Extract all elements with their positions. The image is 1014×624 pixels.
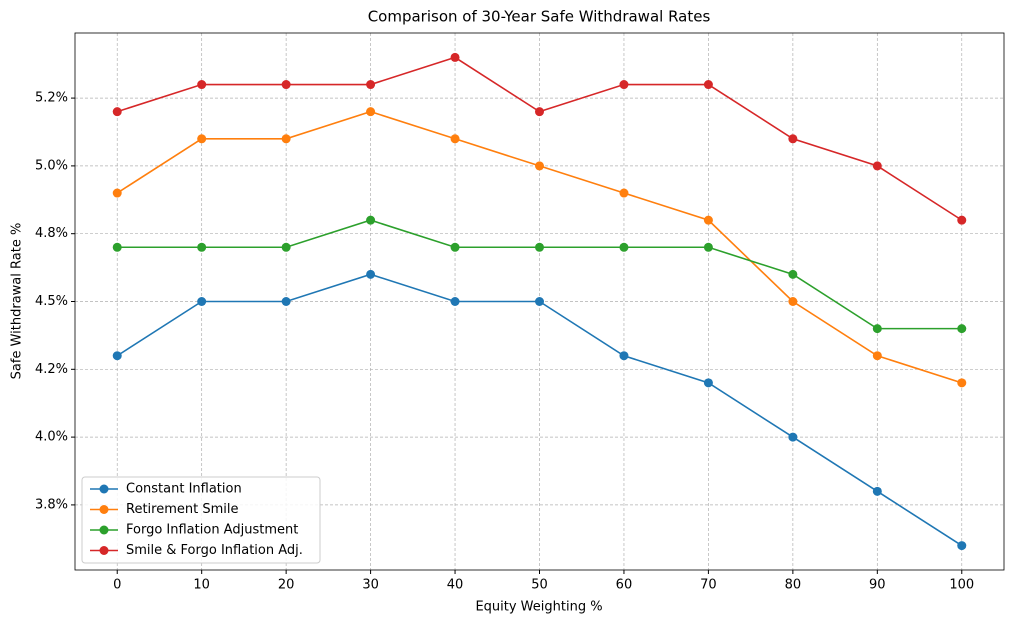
data-point [197, 134, 207, 144]
data-point [112, 188, 122, 198]
x-tick-label: 20 [278, 578, 295, 593]
data-point [281, 297, 291, 306]
data-point [450, 134, 460, 144]
y-tick-label: 4.2% [35, 362, 68, 377]
data-point [872, 351, 882, 361]
data-point [619, 242, 629, 252]
y-axis-label: Safe Withdrawal Rate % [10, 223, 25, 380]
data-point [281, 134, 291, 144]
data-point [450, 52, 460, 62]
x-tick-label: 10 [193, 578, 210, 593]
data-point [112, 107, 122, 117]
data-point [788, 432, 798, 442]
data-point [957, 215, 967, 225]
x-tick-label: 40 [447, 578, 464, 593]
data-point [366, 215, 376, 225]
x-tick-label: 0 [113, 578, 121, 593]
data-point [366, 107, 376, 117]
data-point [535, 161, 544, 171]
data-point [450, 242, 460, 252]
y-tick-label: 4.8% [35, 226, 68, 241]
legend-label: Smile & Forgo Inflation Adj. [126, 543, 303, 558]
data-point [703, 378, 713, 388]
data-point [112, 242, 122, 252]
data-point [535, 242, 544, 252]
data-point [788, 297, 798, 306]
data-point [197, 297, 207, 306]
data-point [197, 242, 207, 252]
legend-marker [99, 484, 109, 494]
data-point [197, 80, 207, 90]
x-tick-label: 100 [949, 578, 974, 593]
x-tick-label: 50 [531, 578, 548, 593]
data-point [535, 297, 544, 306]
x-axis-label: Equity Weighting % [475, 600, 602, 615]
data-point [535, 107, 544, 117]
legend-marker [99, 505, 109, 514]
data-point [619, 188, 629, 198]
data-point [366, 80, 376, 90]
data-point [872, 324, 882, 334]
legend-label: Constant Inflation [126, 482, 242, 497]
data-point [619, 80, 629, 90]
x-tick-label: 60 [616, 578, 633, 593]
legend-marker [99, 546, 109, 555]
y-tick-label: 5.0% [35, 158, 68, 173]
data-point [957, 378, 967, 388]
plot-frame [74, 32, 1005, 571]
data-point [872, 161, 882, 171]
chart-title: Comparison of 30-Year Safe Withdrawal Ra… [368, 8, 711, 26]
legend-marker [99, 525, 109, 535]
data-point [788, 134, 798, 144]
data-point [450, 297, 460, 306]
legend-label: Retirement Smile [126, 502, 238, 517]
data-point [619, 351, 629, 361]
data-point [703, 215, 713, 225]
legend: Constant Inflation Retirement Smile Forgo … [81, 476, 321, 564]
x-tick-label: 80 [785, 578, 802, 593]
y-tick-label: 5.2% [35, 91, 68, 106]
data-point [281, 242, 291, 252]
legend-box [81, 476, 321, 564]
data-point [703, 80, 713, 90]
x-tick-label: 90 [869, 578, 886, 593]
data-point [281, 80, 291, 90]
data-point [957, 324, 967, 334]
y-tick-label: 4.0% [35, 430, 68, 445]
data-point [872, 486, 882, 496]
data-point [703, 242, 713, 252]
y-tick-label: 4.5% [35, 294, 68, 309]
data-point [788, 269, 798, 279]
x-tick-label: 70 [700, 578, 717, 593]
data-point [957, 541, 967, 551]
y-tick-label: 3.8% [35, 497, 68, 512]
legend-label: Forgo Inflation Adjustment [126, 523, 298, 538]
data-point [366, 269, 376, 279]
data-point [112, 351, 122, 361]
x-tick-label: 30 [362, 578, 379, 593]
